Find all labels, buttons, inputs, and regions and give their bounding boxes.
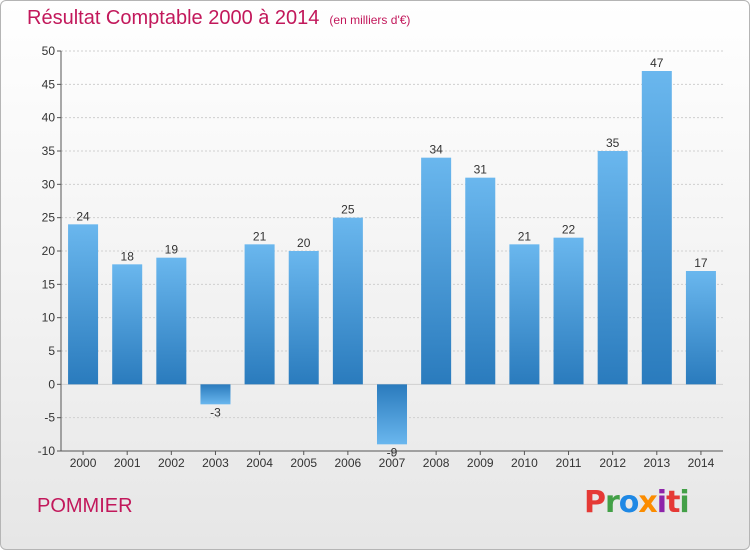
- data-label: 25: [341, 203, 355, 217]
- logo-letter: r: [605, 485, 620, 520]
- bar: [68, 224, 99, 385]
- x-tick-label: 2003: [202, 456, 229, 470]
- x-tick-label: 2001: [114, 456, 141, 470]
- bar: [509, 244, 540, 385]
- y-tick-label: 10: [42, 311, 56, 325]
- y-tick-label: 35: [42, 144, 56, 158]
- x-tick-label: 2008: [423, 456, 450, 470]
- y-tick-label: -10: [38, 444, 56, 458]
- logo-letter: t: [666, 485, 680, 520]
- data-label: 22: [562, 223, 576, 237]
- logo-letter: o: [618, 485, 640, 520]
- bar: [553, 237, 584, 385]
- bar: [465, 177, 496, 385]
- bar: [200, 384, 231, 405]
- bar: [244, 244, 275, 385]
- y-tick-label: 50: [42, 44, 56, 58]
- y-tick-label: 45: [42, 77, 56, 91]
- bar: [376, 384, 408, 445]
- data-label: 35: [606, 136, 620, 150]
- bar: [288, 251, 319, 385]
- data-label: 47: [650, 56, 664, 70]
- data-label: 18: [121, 249, 135, 263]
- logo-letter: x: [638, 485, 657, 520]
- y-tick-label: 5: [48, 344, 55, 358]
- x-tick-label: 2012: [599, 456, 626, 470]
- chart-title-text: Résultat Comptable 2000 à 2014: [27, 7, 320, 29]
- proxiti-logo: Proxiti: [584, 485, 690, 520]
- x-tick-label: 2010: [511, 456, 538, 470]
- labels: 24 18 19 -3 21 20 25 -9 34 31 21 22 35 47 17: [76, 56, 708, 459]
- y-tick-label: -5: [44, 411, 55, 425]
- bar: [597, 151, 628, 385]
- bar: [641, 71, 672, 385]
- data-label: 21: [518, 229, 532, 243]
- y-tick-label: 30: [42, 177, 56, 191]
- x-tick-label: 2013: [643, 456, 670, 470]
- x-tick-label: 2002: [158, 456, 185, 470]
- x-tick-label: 2000: [70, 456, 97, 470]
- x-tick-label: 2014: [688, 456, 715, 470]
- y-tick-label: 40: [42, 111, 56, 125]
- logo-letter: i: [656, 485, 667, 520]
- x-tick-label: 2011: [556, 456, 582, 470]
- data-label: 34: [429, 143, 443, 157]
- x-tick-label: 2009: [467, 456, 494, 470]
- chart-subtitle: (en milliers d'€): [329, 13, 411, 27]
- commune-name: POMMIER: [37, 495, 133, 517]
- bar: [112, 264, 143, 385]
- logo-letter: P: [584, 485, 606, 520]
- data-label: 31: [474, 163, 488, 177]
- y-tick-label: 0: [48, 377, 55, 391]
- x-tick-label: 2007: [379, 456, 406, 470]
- data-label: -9: [387, 445, 398, 459]
- data-label: 19: [165, 243, 179, 257]
- chart-title: Résultat Comptable 2000 à 2014 (en millie…: [27, 7, 410, 30]
- bar: [332, 217, 363, 385]
- x-tick-label: 2005: [290, 456, 317, 470]
- data-label: 17: [694, 256, 708, 270]
- x-tick-label: 2004: [246, 456, 273, 470]
- y-tick-label: 25: [42, 211, 56, 225]
- y-tick-label: 15: [42, 277, 56, 291]
- bar: [685, 271, 716, 385]
- y-tick-label: 20: [42, 244, 56, 258]
- logo-letter: i: [679, 485, 689, 520]
- x-tick-label: 2006: [335, 456, 362, 470]
- bar: [421, 157, 452, 385]
- data-label: 24: [76, 209, 90, 223]
- data-label: 20: [297, 236, 311, 250]
- axes: -10 -5 0 5 10 15 20 25 30 35 40 45 50 2000 2001 2002 200…: [38, 44, 723, 470]
- data-label: 21: [253, 229, 267, 243]
- bar: [156, 257, 187, 385]
- bars: [68, 71, 716, 445]
- data-label: -3: [210, 405, 221, 419]
